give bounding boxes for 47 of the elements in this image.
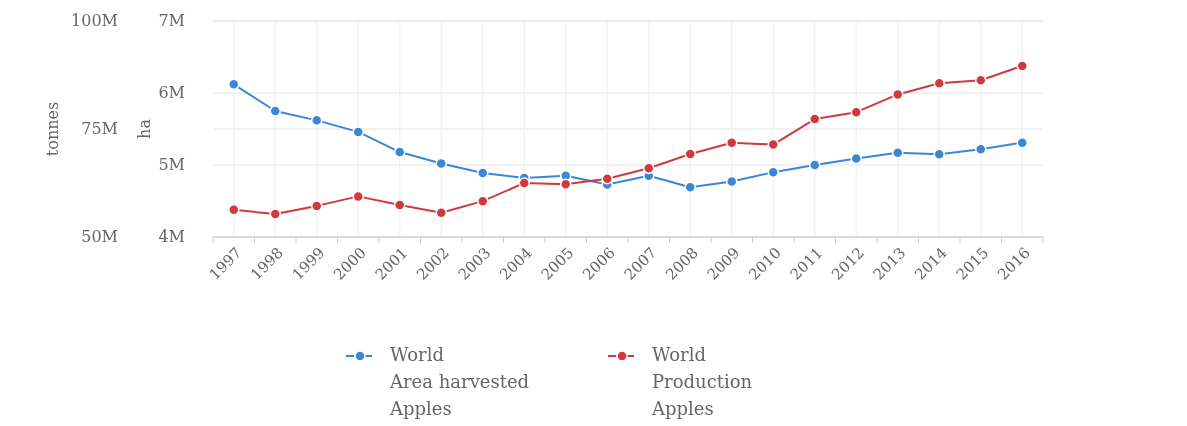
point bbox=[518, 177, 530, 189]
y-axis-title: ha bbox=[135, 118, 154, 139]
point bbox=[892, 88, 904, 101]
y-tick-label: 6M bbox=[158, 82, 185, 102]
point bbox=[228, 204, 240, 216]
point bbox=[560, 178, 572, 191]
y2-tick-label: 100M bbox=[71, 10, 118, 30]
point bbox=[1016, 136, 1028, 149]
point bbox=[684, 148, 696, 160]
point bbox=[850, 106, 862, 118]
y2-tick-label: 50M bbox=[81, 226, 118, 246]
point bbox=[269, 105, 281, 117]
point bbox=[352, 126, 364, 138]
point bbox=[809, 159, 821, 171]
point bbox=[394, 146, 406, 158]
legend-label: World Production Apples bbox=[651, 344, 753, 419]
y-tick-label: 7M bbox=[158, 10, 185, 30]
point bbox=[767, 138, 779, 151]
point bbox=[809, 113, 821, 125]
point bbox=[726, 175, 738, 188]
point bbox=[767, 166, 779, 178]
point bbox=[684, 181, 696, 194]
point bbox=[228, 78, 240, 91]
point bbox=[435, 207, 447, 219]
point bbox=[975, 143, 987, 155]
point bbox=[975, 74, 987, 86]
y-tick-label: 5M bbox=[158, 154, 185, 174]
point bbox=[435, 157, 447, 170]
point bbox=[892, 147, 904, 159]
legend-label: World Area harvested Apples bbox=[389, 344, 530, 419]
point bbox=[352, 190, 364, 203]
y-tick-label: 4M bbox=[158, 226, 185, 246]
point bbox=[726, 137, 738, 149]
point bbox=[933, 148, 945, 160]
point bbox=[311, 200, 323, 212]
point bbox=[477, 195, 489, 207]
point bbox=[477, 167, 489, 179]
point bbox=[311, 114, 323, 127]
point bbox=[643, 162, 655, 175]
point bbox=[850, 152, 862, 165]
y2-axis-title: tonnes bbox=[43, 101, 62, 157]
y2-tick-label: 75M bbox=[81, 118, 118, 138]
point bbox=[601, 172, 613, 185]
point bbox=[394, 199, 406, 211]
point bbox=[933, 77, 945, 89]
point bbox=[1016, 60, 1028, 72]
point bbox=[269, 208, 281, 220]
